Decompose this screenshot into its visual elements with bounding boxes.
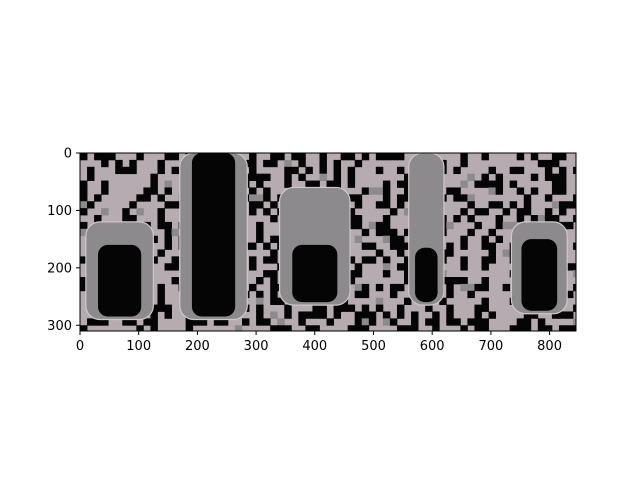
x-tick-label: 0 [76, 339, 84, 354]
x-tick-label: 600 [420, 339, 445, 354]
x-axis: 0 100 200 300 400 500 600 700 800 [76, 331, 562, 354]
x-tick-label: 700 [478, 339, 503, 354]
y-tick-label: 200 [47, 261, 72, 276]
y-tick-label: 300 [47, 319, 72, 334]
x-tick-label: 500 [361, 339, 386, 354]
tube-3 [278, 186, 351, 306]
x-tick-label: 200 [185, 339, 210, 354]
y-axis: 0 100 200 300 [47, 147, 80, 334]
x-tick-label: 100 [126, 339, 151, 354]
y-tick-label: 0 [64, 147, 72, 162]
tube-5 [510, 221, 568, 315]
y-tick-label: 100 [47, 204, 72, 219]
image-area [80, 153, 576, 331]
x-tick-label: 800 [537, 339, 562, 354]
tube-4 [408, 153, 445, 306]
x-tick-label: 300 [244, 339, 269, 354]
plot-frame [79, 152, 577, 332]
x-tick-label: 400 [302, 339, 327, 354]
tube-1 [85, 221, 154, 321]
tube-2 [179, 153, 248, 321]
